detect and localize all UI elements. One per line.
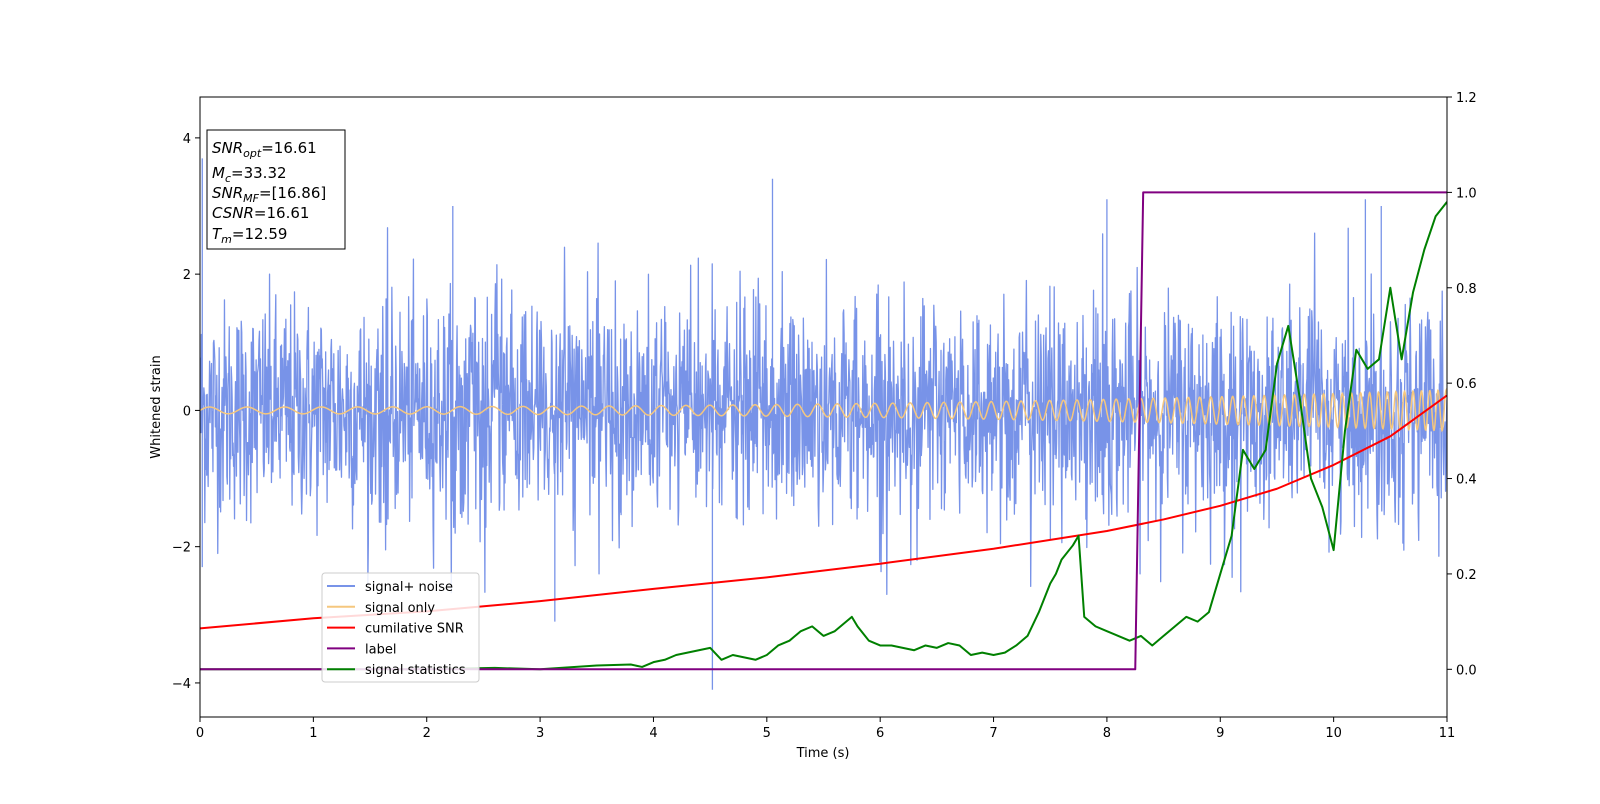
y-right-tick-label: 0.6 xyxy=(1456,377,1477,392)
legend-frame xyxy=(321,572,480,683)
x-tick-label: 7 xyxy=(989,726,997,741)
series-signal-statistics xyxy=(200,201,1447,671)
stats-line: CSNR=16.61 xyxy=(212,204,309,222)
x-axis-label: Time (s) xyxy=(796,746,850,761)
stats-box: SNRopt=16.61 Mc=33.32SNRMF=[16.86]CSNR=16… xyxy=(206,129,346,250)
series-signal-only xyxy=(200,387,1447,433)
y-left-tick-label: 2 xyxy=(183,268,191,283)
legend-entry: signal statistics xyxy=(365,663,466,678)
y-left-tick-label: 0 xyxy=(183,404,191,419)
x-tick-label: 2 xyxy=(423,726,431,741)
stats-line: SNRMF=[16.86] xyxy=(212,184,326,205)
legend-entry: signal+ noise xyxy=(365,580,453,595)
x-tick-label: 8 xyxy=(1103,726,1111,741)
y-axis-label: Whitened strain xyxy=(149,355,164,458)
y-right-tick-label: 0.8 xyxy=(1456,282,1477,297)
x-tick-label: 10 xyxy=(1325,726,1342,741)
y-left-tick-label: −2 xyxy=(172,541,191,556)
ticks-layer: 0 1 2 3 4 5 6 7 8 9 10 11 −4 −2 0 2 4 0.0 0.2 0.4 0.6 0.8 1.0 1… xyxy=(172,91,1477,741)
y-right-tick-label: 0.4 xyxy=(1456,473,1477,488)
legend: signal+ noise signal only cumilative SNR la… xyxy=(321,572,480,683)
y-left-tick-label: −4 xyxy=(172,677,191,692)
legend-entry: label xyxy=(365,642,396,657)
y-right-tick-label: 1.0 xyxy=(1456,186,1477,201)
x-tick-label: 5 xyxy=(763,726,771,741)
series-signal-noise xyxy=(200,158,1447,690)
y-right-tick-label: 0.0 xyxy=(1456,663,1477,678)
stats-line: Tm=12.59 xyxy=(212,225,287,246)
stats-box-frame xyxy=(206,129,346,250)
x-tick-label: 1 xyxy=(309,726,317,741)
legend-entry: cumilative SNR xyxy=(365,622,464,637)
stats-line: SNRopt=16.61 xyxy=(212,139,317,160)
x-tick-label: 9 xyxy=(1216,726,1224,741)
series-label xyxy=(200,191,1447,671)
series-layer xyxy=(200,158,1447,690)
y-right-tick-label: 0.2 xyxy=(1456,568,1477,583)
legend-entry: signal only xyxy=(365,601,435,616)
y-right-tick-label: 1.2 xyxy=(1456,91,1477,106)
x-tick-label: 6 xyxy=(876,726,884,741)
y-left-tick-label: 4 xyxy=(183,132,191,147)
x-tick-label: 3 xyxy=(536,726,544,741)
stats-line: Mc=33.32 xyxy=(212,164,287,185)
x-tick-label: 0 xyxy=(196,726,204,741)
x-tick-label: 4 xyxy=(649,726,657,741)
plot-frame xyxy=(199,96,1448,718)
x-tick-label: 11 xyxy=(1439,726,1456,741)
